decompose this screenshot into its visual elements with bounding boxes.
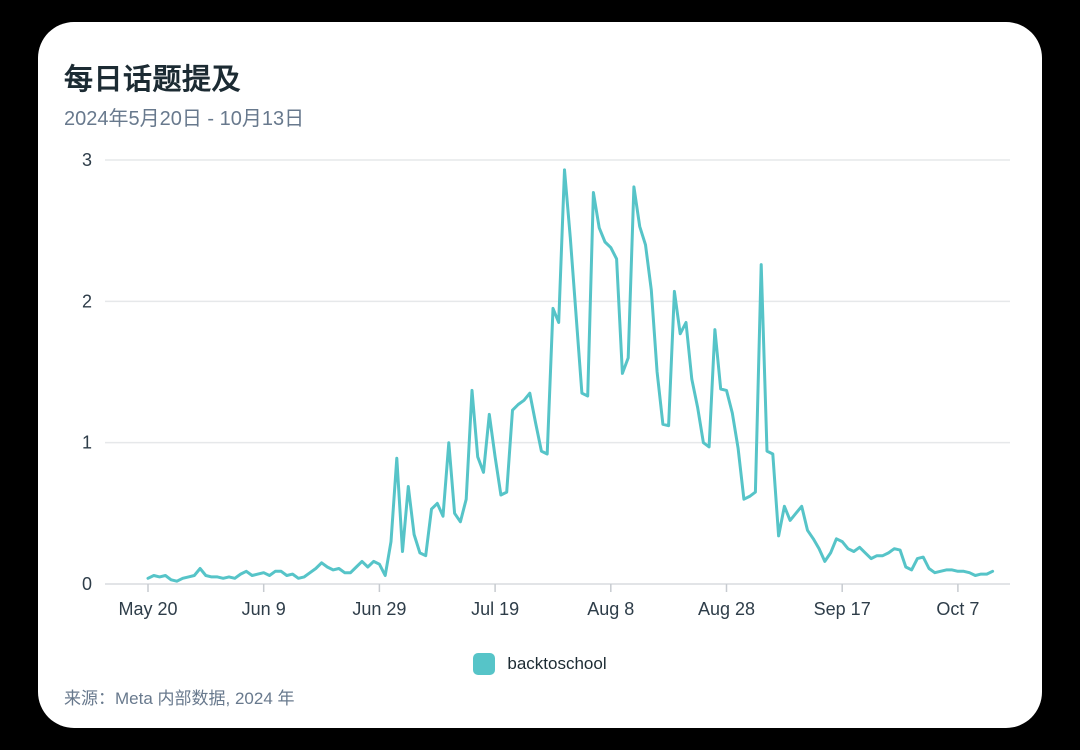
y-axis-label-0: 0 (82, 574, 92, 594)
x-axis-label-3: Jul 19 (471, 599, 519, 619)
x-axis-label-4: Aug 8 (587, 599, 634, 619)
x-axis-label-0: May 20 (118, 599, 177, 619)
page-title: 每日话题提及 (64, 64, 242, 96)
y-axis-label-2: 2 (82, 291, 92, 311)
series-line-backtoschool (146, 168, 995, 583)
daily-mentions-line-chart: 0 1 2 3 May 20 Jun 9 Jun 29 Jul 19 Aug 8 Aug 28 Se… (82, 150, 1010, 619)
legend-swatch-backtoschool (473, 653, 496, 675)
x-axis-label-6: Sep 17 (814, 599, 871, 619)
x-axis-label-7: Oct 7 (936, 599, 979, 619)
y-axis-label-1: 1 (82, 433, 92, 453)
x-axis-label-1: Jun 9 (242, 599, 286, 619)
chart-card: 每日话题提及 2024年5月20日 - 10月13日 0 1 2 3 May 20 Jun… (38, 22, 1042, 728)
x-axis-label-2: Jun 29 (352, 599, 406, 619)
date-range-subtitle: 2024年5月20日 - 10月13日 (64, 108, 305, 130)
x-axis-label-5: Aug 28 (698, 599, 755, 619)
source-attribution: 来源：Meta 内部数据, 2024 年 (64, 689, 295, 708)
y-axis-label-3: 3 (82, 150, 92, 170)
legend-label-backtoschool: backtoschool (507, 654, 607, 673)
legend: backtoschool (38, 653, 1042, 675)
